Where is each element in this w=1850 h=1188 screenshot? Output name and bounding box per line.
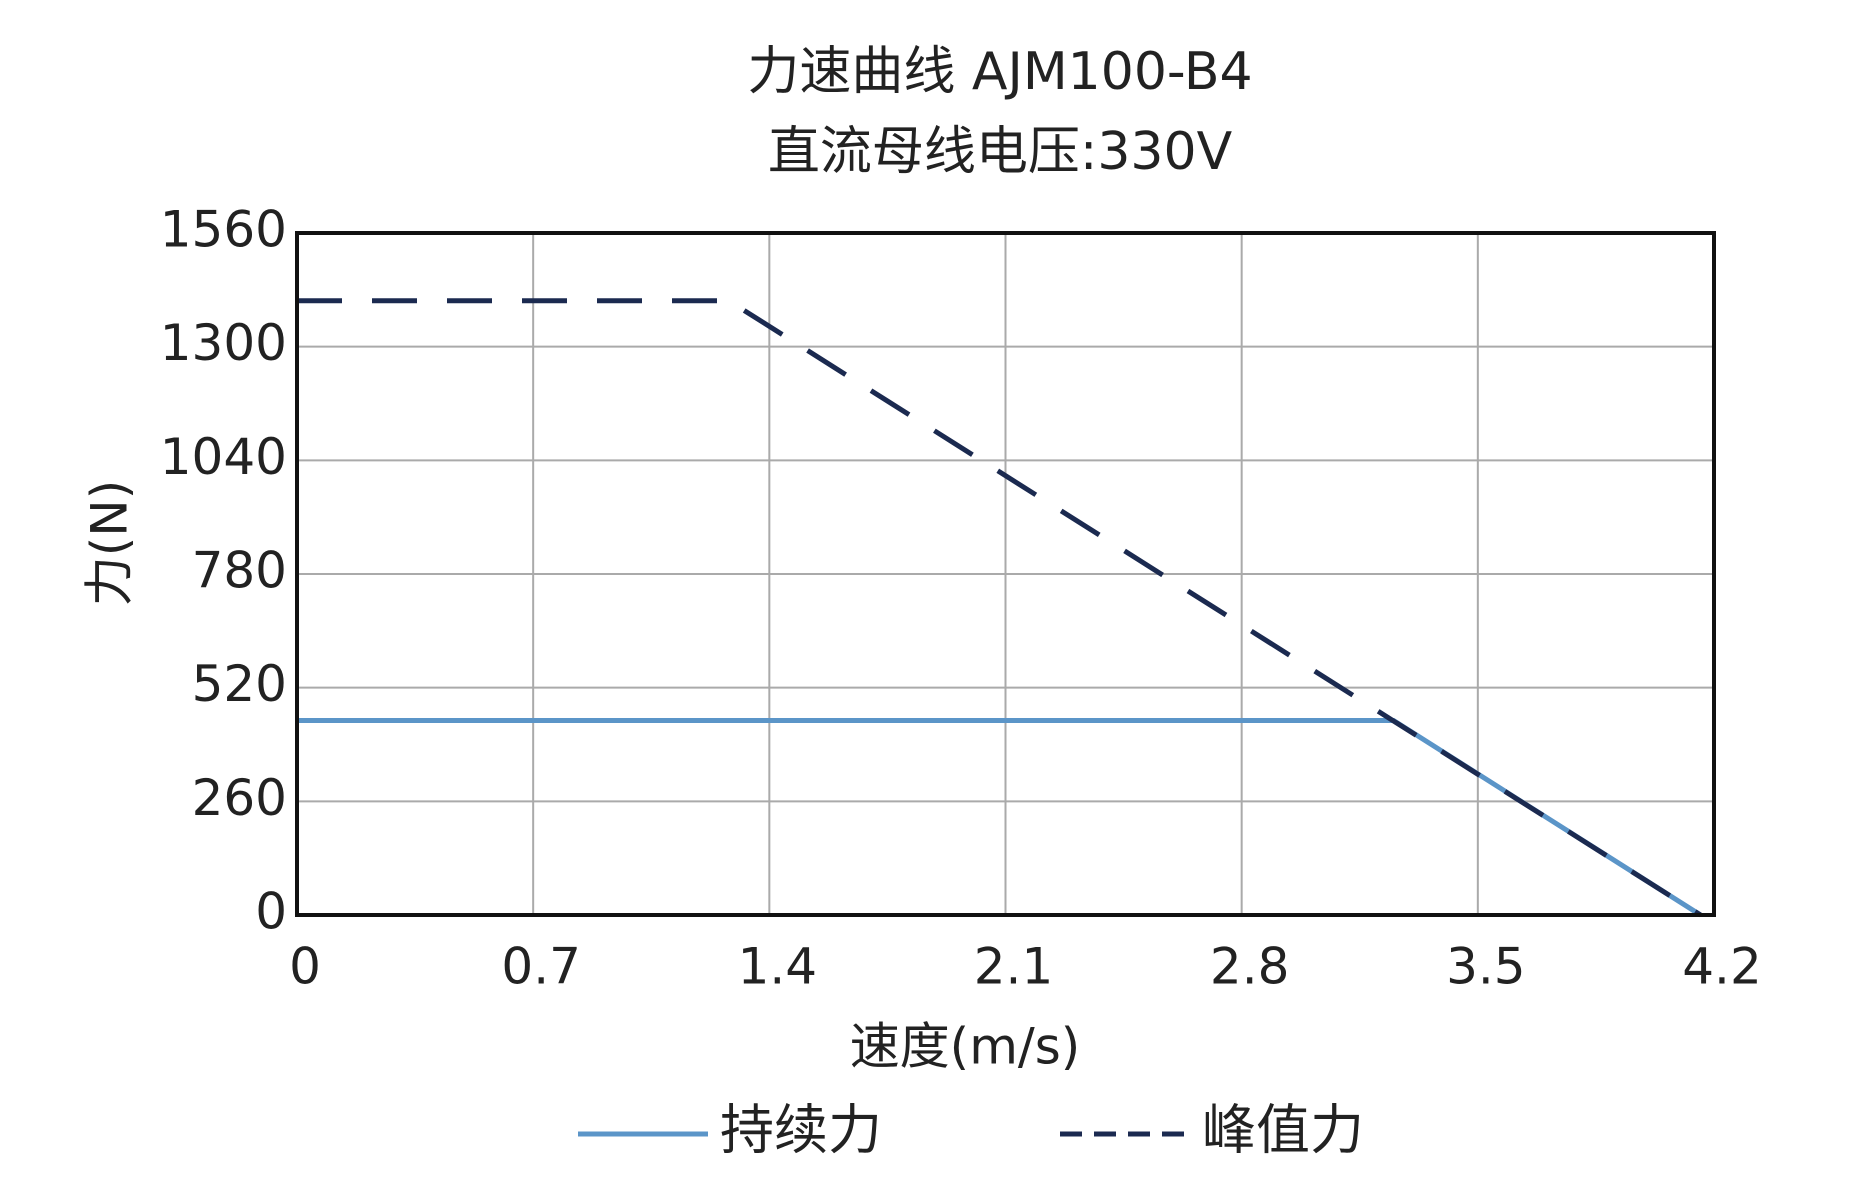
- y-tick-label: 780: [192, 542, 287, 600]
- legend-label: 峰值力: [1202, 1099, 1364, 1162]
- series-line: [297, 717, 1702, 918]
- x-tick-label: 4.2: [1682, 938, 1762, 996]
- legend: 持续力 峰值力: [578, 1099, 1364, 1162]
- y-tick-label: 520: [192, 655, 287, 713]
- chart-title: 力速曲线 AJM100-B4: [747, 42, 1252, 102]
- x-tick-label: 0.7: [501, 938, 581, 996]
- y-tick-label: 1560: [160, 201, 287, 259]
- chart-subtitle: 直流母线电压:330V: [768, 122, 1233, 182]
- y-axis-label: 力(N): [81, 480, 139, 606]
- plot-frame: [295, 231, 1716, 917]
- legend-label: 持续力: [720, 1099, 882, 1162]
- y-tick-label: 1300: [160, 314, 287, 372]
- x-tick-label: 2.1: [974, 938, 1054, 996]
- grid: [296, 232, 1715, 916]
- y-tick-label: 1040: [160, 428, 287, 486]
- x-tick-label: 1.4: [738, 938, 818, 996]
- x-axis-label: 速度(m/s): [850, 1018, 1081, 1076]
- y-tick-label: 260: [192, 769, 287, 827]
- x-tick-label: 0: [289, 938, 321, 996]
- tick-labels: 0 260 520 780 1040 1300 1560 0 0.7 1.4 2.1 2.8 3.5 4.…: [160, 201, 1762, 996]
- x-tick-label: 3.5: [1446, 938, 1526, 996]
- y-tick-label: 0: [255, 883, 287, 941]
- x-tick-label: 2.8: [1210, 938, 1290, 996]
- series-line: [297, 298, 1702, 918]
- plot-lines: [297, 298, 1702, 918]
